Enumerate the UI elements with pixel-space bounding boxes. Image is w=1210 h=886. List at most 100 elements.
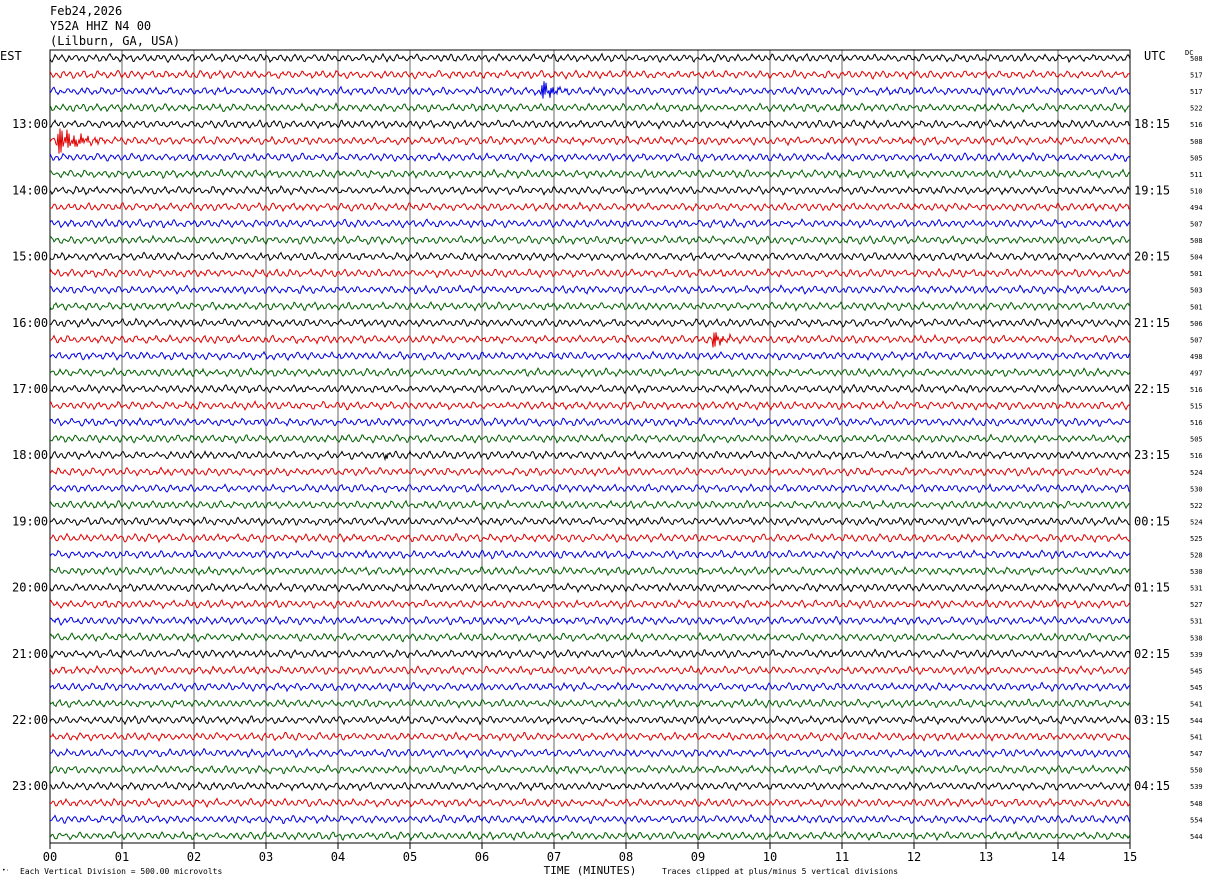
utc-hour-label: 22:15	[1134, 382, 1170, 396]
seismic-trace	[49, 201, 1131, 213]
dc-offset-label: 530	[1190, 485, 1203, 493]
dc-offset-label: 517	[1190, 72, 1203, 80]
left-timezone-label: EST	[0, 49, 22, 63]
x-tick-label: 10	[763, 850, 777, 864]
clip-note: Traces clipped at plus/minus 5 vertical …	[662, 867, 899, 876]
est-hour-label: 17:00	[12, 382, 48, 396]
date-label: Feb24,2026	[50, 4, 123, 18]
dc-offset-label: 541	[1190, 700, 1203, 708]
x-tick-label: 06	[475, 850, 489, 864]
seismic-trace	[49, 332, 1131, 348]
x-tick-label: 13	[979, 850, 993, 864]
seismic-trace	[49, 400, 1131, 411]
seismic-trace	[49, 433, 1131, 444]
seismic-trace	[49, 185, 1131, 196]
dc-offset-label: 508	[1190, 237, 1203, 245]
seismic-trace	[49, 813, 1131, 825]
seismic-trace	[49, 119, 1131, 130]
seismic-trace	[49, 516, 1131, 527]
x-tick-label: 00	[43, 850, 57, 864]
dc-offset-label: 501	[1190, 303, 1203, 311]
dc-offset-label: 545	[1190, 684, 1203, 692]
est-hour-label: 21:00	[12, 647, 48, 661]
dc-offset-label: 538	[1190, 634, 1203, 642]
dc-column-label: DC	[1185, 49, 1194, 57]
x-tick-label: 15	[1123, 850, 1137, 864]
dc-offset-label: 507	[1190, 221, 1203, 229]
seismic-trace	[49, 69, 1131, 81]
est-hour-label: 14:00	[12, 183, 48, 197]
dc-offset-label: 517	[1190, 88, 1203, 96]
seismic-trace	[49, 499, 1131, 511]
dc-offset-label: 522	[1190, 105, 1203, 113]
dc-offset-label: 508	[1190, 55, 1203, 63]
utc-hour-label: 23:15	[1134, 448, 1170, 462]
dc-offset-label: 544	[1190, 717, 1203, 725]
x-tick-label: 08	[619, 850, 633, 864]
dc-offset-label: 501	[1190, 270, 1203, 278]
utc-hour-label: 20:15	[1134, 250, 1170, 264]
seismic-trace	[49, 383, 1131, 395]
seismic-trace	[49, 251, 1131, 262]
dc-offset-label: 504	[1190, 254, 1203, 262]
scale-note: Each Vertical Division = 500.00 microvol…	[20, 867, 223, 876]
utc-hour-label: 21:15	[1134, 316, 1170, 330]
seismic-trace	[49, 449, 1131, 462]
dc-offset-label: 545	[1190, 667, 1203, 675]
seismic-trace	[49, 747, 1131, 759]
dc-offset-label: 539	[1190, 783, 1203, 791]
seismic-trace	[49, 284, 1131, 295]
dc-offset-label: 510	[1190, 187, 1203, 195]
x-tick-label: 07	[547, 850, 561, 864]
x-tick-label: 12	[907, 850, 921, 864]
x-tick-label: 11	[835, 850, 849, 864]
seismic-trace	[49, 781, 1131, 792]
dc-offset-label: 547	[1190, 750, 1203, 758]
x-axis-title: TIME (MINUTES)	[544, 864, 637, 877]
seismic-trace	[49, 218, 1131, 229]
est-hour-label: 19:00	[12, 514, 48, 528]
seismic-trace	[49, 168, 1131, 180]
dc-offset-label: 498	[1190, 353, 1203, 361]
dc-offset-label: 516	[1190, 419, 1203, 427]
x-tick-label: 03	[259, 850, 273, 864]
x-tick-label: 02	[187, 850, 201, 864]
dc-offset-label: 508	[1190, 138, 1203, 146]
seismic-trace	[49, 664, 1131, 676]
seismic-trace	[49, 128, 1131, 154]
seismic-trace	[49, 81, 1131, 99]
dc-offset-label: 494	[1190, 204, 1203, 212]
seismic-trace	[49, 267, 1131, 279]
dc-offset-label: 524	[1190, 518, 1203, 526]
seismic-trace	[49, 581, 1131, 594]
x-tick-label: 14	[1051, 850, 1065, 864]
dc-offset-label: 528	[1190, 552, 1203, 560]
seismic-trace	[49, 416, 1131, 428]
dc-offset-label: 516	[1190, 121, 1203, 129]
dc-offset-label: 541	[1190, 734, 1203, 742]
dc-offset-label: 527	[1190, 601, 1203, 609]
dc-offset-label: 511	[1190, 171, 1203, 179]
x-tick-label: 01	[115, 850, 129, 864]
station-label: Y52A HHZ N4 00	[50, 19, 152, 33]
seismic-trace	[49, 648, 1131, 659]
seismic-trace	[49, 532, 1131, 544]
est-hour-label: 18:00	[12, 448, 48, 462]
dc-offset-label: 530	[1190, 568, 1203, 576]
x-tick-label: 09	[691, 850, 705, 864]
est-hour-label: 20:00	[12, 581, 48, 595]
dc-offset-label: 554	[1190, 816, 1203, 824]
seismic-trace	[49, 367, 1131, 379]
est-hour-label: 23:00	[12, 779, 48, 793]
seismic-trace	[49, 731, 1131, 743]
dc-offset-label: 524	[1190, 469, 1203, 477]
seismic-trace	[49, 151, 1131, 163]
est-hour-label: 22:00	[12, 713, 48, 727]
seismic-trace	[49, 714, 1131, 726]
dc-offset-label: 506	[1190, 320, 1203, 328]
x-tick-label: 05	[403, 850, 417, 864]
location-label: (Lilburn, GA, USA)	[50, 34, 181, 48]
seismic-trace	[49, 615, 1131, 627]
dc-offset-label: 531	[1190, 618, 1203, 626]
dc-offset-label: 531	[1190, 585, 1203, 593]
